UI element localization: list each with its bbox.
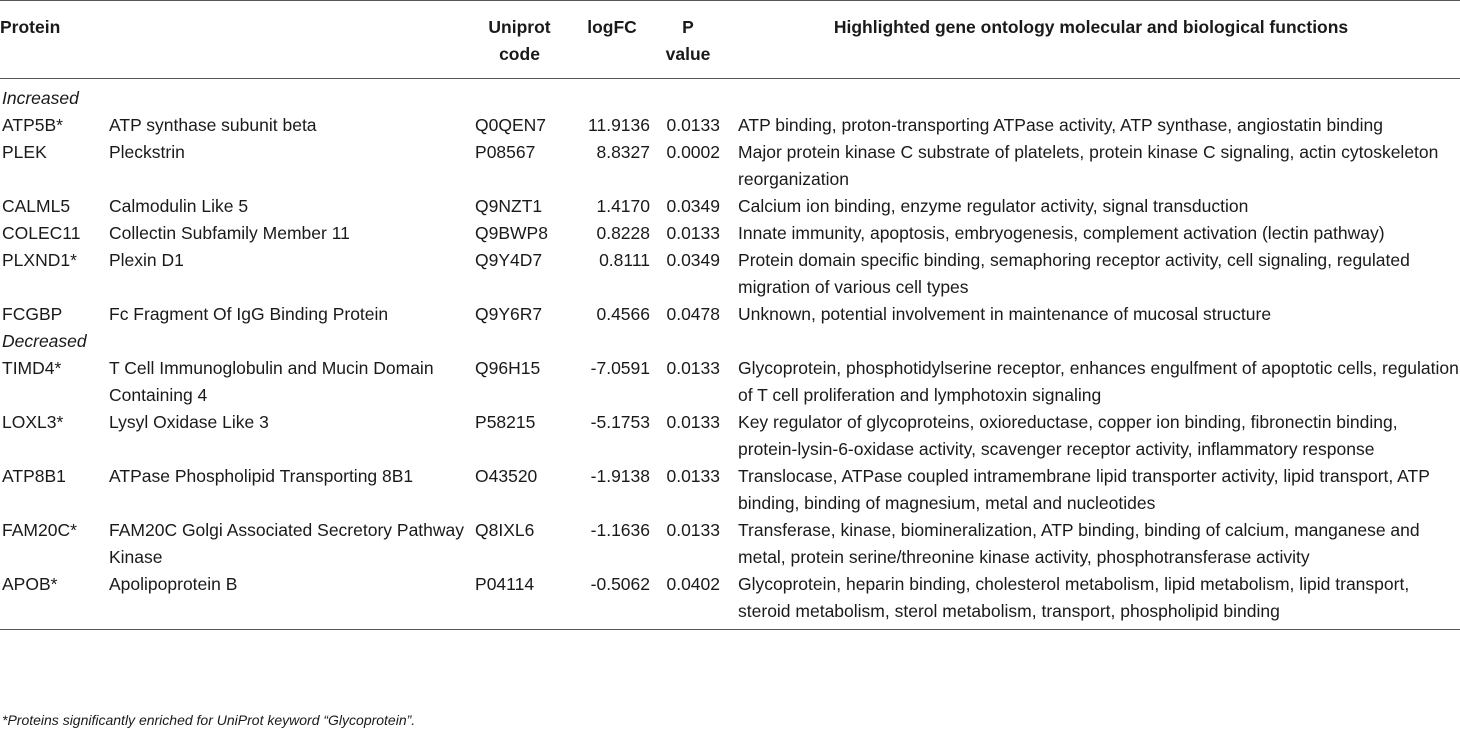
cell-pvalue: 0.0402: [666, 574, 721, 594]
cell-pvalue: 0.0133: [666, 358, 721, 378]
cell-functions: ATP binding, proton-transporting ATPase …: [738, 115, 1383, 135]
header-protein: Protein: [0, 17, 61, 37]
cell-logfc: 11.9136: [588, 115, 651, 135]
cell-uniprot-code: P08567: [475, 142, 536, 162]
cell-logfc: 0.8228: [596, 223, 651, 243]
cell-functions: Protein domain specific binding, semapho…: [738, 250, 1410, 297]
cell-protein-name: Apolipoprotein B: [109, 574, 238, 594]
cell-functions: Glycoprotein, heparin binding, cholester…: [738, 574, 1410, 621]
cell-gene-symbol: FCGBP: [2, 304, 63, 324]
cell-logfc: -1.9138: [590, 466, 651, 486]
cell-functions: Glycoprotein, phosphotidylserine recepto…: [738, 358, 1459, 405]
group-row: Increased: [0, 79, 1460, 113]
cell-pvalue: 0.0133: [666, 223, 721, 243]
cell-functions: Innate immunity, apoptosis, embryogenesi…: [738, 223, 1385, 243]
group-label: Decreased: [2, 331, 87, 351]
cell-logfc: 8.8327: [596, 142, 651, 162]
cell-functions: Translocase, ATPase coupled intramembran…: [738, 466, 1430, 513]
cell-functions: Calcium ion binding, enzyme regulator ac…: [738, 196, 1249, 216]
cell-logfc: 0.4566: [596, 304, 651, 324]
table-row: APOB* Apolipoprotein B P04114 -0.5062 0.0402…: [0, 571, 1460, 630]
cell-uniprot-code: O43520: [475, 466, 538, 486]
cell-functions: Key regulator of glycoproteins, oxioredu…: [738, 412, 1398, 459]
cell-uniprot-code: Q9Y6R7: [475, 304, 543, 324]
cell-gene-symbol: LOXL3*: [2, 412, 64, 432]
table-row: LOXL3* Lysyl Oxidase Like 3 P58215 -5.1753 0…: [0, 409, 1460, 463]
cell-uniprot-code: Q9BWP8: [475, 223, 548, 243]
cell-gene-symbol: CALML5: [2, 196, 71, 216]
table-row: FAM20C* FAM20C Golgi Associated Secretory…: [0, 517, 1460, 571]
cell-gene-symbol: ATP8B1: [2, 466, 66, 486]
table-row: ATP8B1 ATPase Phospholipid Transporting 8…: [0, 463, 1460, 517]
cell-pvalue: 0.0349: [666, 250, 721, 270]
cell-gene-symbol: ATP5B*: [2, 115, 63, 135]
cell-pvalue: 0.0133: [666, 115, 721, 135]
table-footnote: *Proteins significantly enriched for Uni…: [2, 712, 416, 728]
header-pvalue: P value: [654, 1, 722, 79]
cell-pvalue: 0.0349: [666, 196, 721, 216]
cell-logfc: -7.0591: [590, 358, 651, 378]
cell-pvalue: 0.0478: [666, 304, 721, 324]
cell-gene-symbol: FAM20C*: [2, 520, 77, 540]
header-functions: Highlighted gene ontology molecular and …: [833, 17, 1349, 37]
protein-table: Protein Uniprot code logFC P value Highl…: [0, 0, 1460, 630]
cell-protein-name: ATP synthase subunit beta: [109, 115, 317, 135]
table-body: Increased ATP5B* ATP synthase subunit beta…: [0, 79, 1460, 630]
cell-pvalue: 0.0002: [666, 142, 721, 162]
table-row: ATP5B* ATP synthase subunit beta Q0QEN7 11.…: [0, 112, 1460, 139]
cell-functions: Major protein kinase C substrate of plat…: [738, 142, 1439, 189]
table-row: FCGBP Fc Fragment Of IgG Binding Protein Q…: [0, 301, 1460, 328]
cell-logfc: 1.4170: [596, 196, 651, 216]
table-header: Protein Uniprot code logFC P value Highl…: [0, 0, 1460, 79]
cell-protein-name: Fc Fragment Of IgG Binding Protein: [109, 304, 389, 324]
cell-uniprot-code: Q8IXL6: [475, 520, 535, 540]
table-row: PLEK Pleckstrin P08567 8.8327 0.0002 Major pr…: [0, 139, 1460, 193]
cell-uniprot-code: P04114: [475, 574, 535, 594]
cell-uniprot-code: P58215: [475, 412, 536, 432]
cell-uniprot-code: Q96H15: [475, 358, 541, 378]
cell-protein-name: Collectin Subfamily Member 11: [109, 223, 350, 243]
cell-gene-symbol: COLEC11: [2, 223, 81, 243]
cell-gene-symbol: PLXND1*: [2, 250, 77, 270]
table-row: TIMD4* T Cell Immunoglobulin and Mucin Do…: [0, 355, 1460, 409]
cell-uniprot-code: Q0QEN7: [475, 115, 547, 135]
cell-logfc: 0.8111: [599, 250, 651, 270]
cell-protein-name: Lysyl Oxidase Like 3: [109, 412, 269, 432]
header-pvalue-line2: value: [665, 44, 711, 64]
cell-gene-symbol: PLEK: [2, 142, 47, 162]
cell-protein-name: ATPase Phospholipid Transporting 8B1: [109, 466, 414, 486]
cell-protein-name: Pleckstrin: [109, 142, 185, 162]
header-uniprot: Uniprot code: [469, 1, 570, 79]
cell-logfc: -0.5062: [590, 574, 651, 594]
cell-gene-symbol: APOB*: [2, 574, 58, 594]
cell-gene-symbol: TIMD4*: [2, 358, 62, 378]
table-row: PLXND1* Plexin D1 Q9Y4D7 0.8111 0.0349 Protei…: [0, 247, 1460, 301]
cell-pvalue: 0.0133: [666, 520, 721, 540]
group-label: Increased: [2, 88, 79, 108]
table-row: COLEC11 Collectin Subfamily Member 11 Q9BW…: [0, 220, 1460, 247]
header-uniprot-line1: Uniprot: [488, 17, 551, 37]
cell-protein-name: Plexin D1: [109, 250, 184, 270]
cell-protein-name: FAM20C Golgi Associated Secretory Pathwa…: [109, 520, 465, 567]
header-pvalue-line1: P: [682, 17, 694, 37]
cell-logfc: -5.1753: [590, 412, 651, 432]
cell-pvalue: 0.0133: [666, 466, 721, 486]
cell-functions: Transferase, kinase, biomineralization, …: [738, 520, 1420, 567]
table-row: CALML5 Calmodulin Like 5 Q9NZT1 1.4170 0.034…: [0, 193, 1460, 220]
cell-functions: Unknown, potential involvement in mainte…: [738, 304, 1272, 324]
cell-uniprot-code: Q9NZT1: [475, 196, 543, 216]
group-row: Decreased: [0, 328, 1460, 355]
header-logfc: logFC: [587, 17, 637, 37]
cell-uniprot-code: Q9Y4D7: [475, 250, 543, 270]
cell-pvalue: 0.0133: [666, 412, 721, 432]
header-uniprot-line2: code: [499, 44, 540, 64]
cell-protein-name: T Cell Immunoglobulin and Mucin Domain C…: [109, 358, 434, 405]
cell-logfc: -1.1636: [590, 520, 651, 540]
cell-protein-name: Calmodulin Like 5: [109, 196, 249, 216]
